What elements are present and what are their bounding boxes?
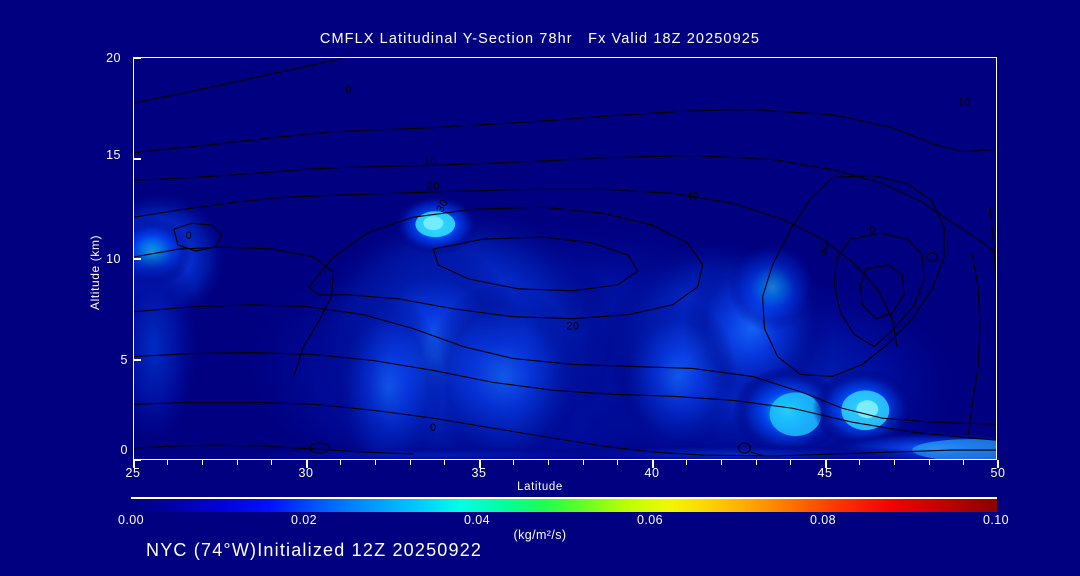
svg-text:40: 40 (686, 190, 699, 202)
colorbar-tick-0: 0.00 (118, 513, 144, 527)
x-minor-tick (790, 460, 792, 465)
x-tick-mark (825, 460, 827, 468)
y-tick-mark (133, 359, 141, 361)
x-minor-tick (444, 460, 446, 465)
x-tick-mark (479, 460, 481, 468)
x-minor-tick (894, 460, 896, 465)
y-tick-label-20: 20 (106, 51, 121, 65)
svg-text:10: 10 (424, 155, 437, 167)
shaded-field: 0 10 20 30 40 30 10 20 0 0 0 (134, 58, 996, 459)
x-tick-mark (133, 460, 135, 468)
colorbar-tick-3: 0.06 (637, 513, 663, 527)
y-axis-label: Altitude (km) (88, 234, 102, 310)
svg-text:20: 20 (427, 180, 440, 192)
x-minor-tick (513, 460, 515, 465)
x-minor-tick (756, 460, 758, 465)
chart-title: CMFLX Latitudinal Y-Section 78hr Fx Vali… (319, 31, 761, 47)
x-tick-label-50: 50 (990, 466, 1006, 480)
y-tick-mark (133, 57, 141, 59)
colorbar-units-label: (kg/m²/s) (513, 528, 567, 542)
x-minor-tick (686, 460, 688, 465)
x-minor-tick (271, 460, 273, 465)
contour-labels: 0 10 20 30 40 30 10 20 0 0 0 (186, 84, 971, 434)
x-minor-tick (167, 460, 169, 465)
svg-text:0: 0 (345, 84, 351, 96)
colorbar-tick-1: 0.02 (291, 513, 317, 527)
svg-text:10: 10 (958, 97, 971, 109)
svg-text:0: 0 (869, 224, 875, 236)
svg-text:30: 30 (817, 241, 832, 257)
x-tick-mark (652, 460, 654, 468)
y-tick-mark (133, 258, 141, 260)
x-minor-tick (237, 460, 239, 465)
x-tick-label-45: 45 (817, 466, 833, 480)
x-tick-label-35: 35 (471, 466, 487, 480)
colorbar-tick-2: 0.04 (464, 513, 490, 527)
y-tick-mark (133, 158, 141, 160)
x-tick-label-40: 40 (644, 466, 660, 480)
x-minor-tick (963, 460, 965, 465)
svg-text:30: 30 (434, 197, 451, 214)
x-minor-tick (202, 460, 204, 465)
x-minor-tick (548, 460, 550, 465)
svg-text:0: 0 (186, 230, 192, 242)
x-axis-label: Latitude (517, 481, 563, 493)
x-minor-tick (859, 460, 861, 465)
y-tick-mark (133, 459, 141, 461)
colorbar-tick-5: 0.10 (983, 513, 1009, 527)
plot-area: 0 10 20 30 40 30 10 20 0 0 0 (133, 57, 997, 460)
x-minor-tick (721, 460, 723, 465)
x-tick-mark (306, 460, 308, 468)
y-tick-label-0: 0 (120, 443, 128, 457)
x-minor-tick (583, 460, 585, 465)
x-tick-label-25: 25 (125, 466, 141, 480)
svg-text:0: 0 (430, 422, 436, 434)
x-tick-mark (997, 460, 999, 468)
y-tick-label-10: 10 (106, 252, 121, 266)
svg-text:20: 20 (566, 321, 579, 333)
colorbar (131, 497, 997, 512)
y-tick-label-15: 15 (106, 148, 121, 162)
x-minor-tick (340, 460, 342, 465)
y-tick-label-5: 5 (120, 353, 128, 367)
x-minor-tick (929, 460, 931, 465)
x-minor-tick (617, 460, 619, 465)
chart-caption: NYC (74°W)Initialized 12Z 20250922 (146, 540, 483, 560)
x-tick-label-30: 30 (298, 466, 314, 480)
x-minor-tick (375, 460, 377, 465)
x-minor-tick (410, 460, 412, 465)
colorbar-tick-4: 0.08 (810, 513, 836, 527)
